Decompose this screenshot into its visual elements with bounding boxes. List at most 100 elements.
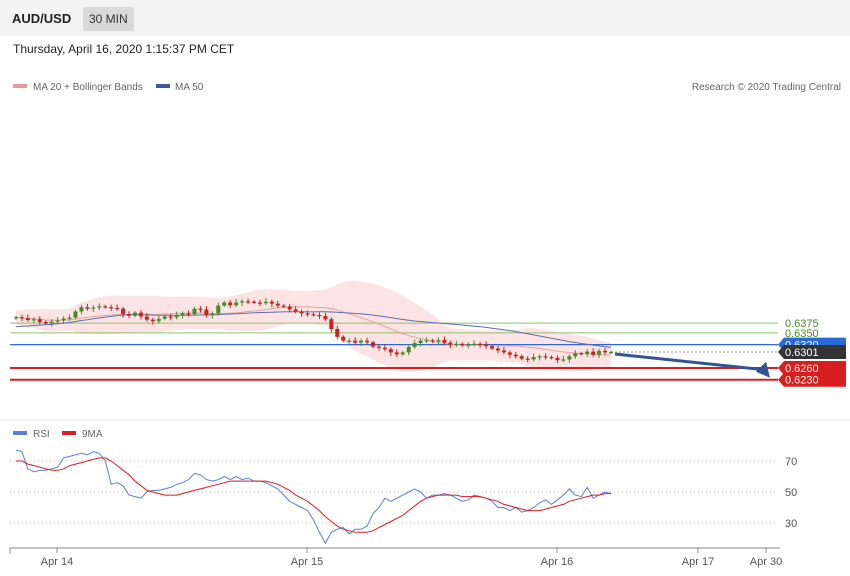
moving-averages <box>15 306 612 356</box>
ma50-line <box>15 311 612 348</box>
level-badge-current <box>778 345 846 360</box>
candle-body <box>359 340 364 343</box>
candle-body <box>561 359 566 361</box>
candle-body <box>299 311 304 314</box>
candle-body <box>406 346 411 353</box>
candle-body <box>579 353 584 355</box>
candle-body <box>49 321 54 324</box>
candle-body <box>252 301 256 303</box>
price-levels <box>10 322 778 381</box>
candle-body <box>466 344 471 346</box>
candle-body <box>442 339 447 343</box>
candle-body <box>388 349 393 353</box>
level-badge-support <box>778 372 846 387</box>
candle-body <box>55 320 60 322</box>
x-tick-label: Apr 14 <box>41 556 73 568</box>
forecast-arrow-head <box>756 361 770 378</box>
candle-body <box>156 318 161 322</box>
candle-body <box>591 351 596 355</box>
ma50-legend-swatch <box>156 84 170 88</box>
candle-body <box>555 357 560 361</box>
candle-body <box>281 305 286 307</box>
candle-body <box>61 318 66 321</box>
candle-body <box>460 343 465 346</box>
candle-body <box>25 318 30 321</box>
candle-body <box>180 313 185 315</box>
candle-body <box>293 309 298 312</box>
candle-body <box>115 307 120 310</box>
candle-body <box>138 312 143 317</box>
candle-body <box>121 308 126 315</box>
forecast-arrow-shaft <box>614 352 765 372</box>
candle-body <box>311 314 316 316</box>
ma20-legend-label: MA 20 + Bollinger Bands <box>33 82 143 93</box>
timestamp: Thursday, April 16, 2020 1:15:37 PM CET <box>13 42 235 56</box>
candle-body <box>531 357 536 360</box>
bollinger-band-fill <box>16 280 611 372</box>
rsi-level-label: 30 <box>785 518 797 530</box>
candle-body <box>543 356 548 358</box>
candle-body <box>329 319 334 329</box>
candle-body <box>382 347 387 350</box>
candle-body <box>234 302 239 306</box>
ma50-legend-label: MA 50 <box>175 82 204 93</box>
candle-body <box>204 309 209 316</box>
candle-body <box>371 342 375 347</box>
rsi-ma9-line <box>16 457 611 533</box>
candle-body <box>198 308 203 310</box>
candle-body <box>162 316 167 319</box>
x-tick-label: Apr 15 <box>291 556 323 568</box>
candle-body <box>14 317 18 319</box>
candle-body <box>31 319 36 321</box>
candle-body <box>246 301 251 303</box>
candle-body <box>519 356 524 359</box>
candle-body <box>394 352 399 355</box>
candle-body <box>67 317 72 319</box>
level-badge-support <box>778 361 846 375</box>
timeframe-button[interactable]: 30 MIN <box>83 7 134 31</box>
rsi-level-label: 70 <box>785 456 797 468</box>
candle-body <box>341 336 346 341</box>
candle-body <box>418 340 423 344</box>
rsi-ma-legend-label: 9MA <box>82 429 103 440</box>
candle-body <box>269 301 274 304</box>
title-bar: AUD/USD 30 MIN <box>0 0 850 36</box>
candle-body <box>317 314 322 317</box>
candle-body <box>454 343 459 346</box>
candle-body <box>513 354 518 357</box>
candle-body <box>275 303 280 306</box>
rsi-level-label: 50 <box>785 487 797 499</box>
bollinger-bands <box>16 280 611 372</box>
candle-body <box>537 356 542 358</box>
candle-body <box>609 352 613 354</box>
candle-body <box>484 344 489 347</box>
rsi-panel: 70 50 30 <box>10 449 797 545</box>
candle-body <box>549 357 554 359</box>
x-tick-label: Apr 16 <box>541 556 573 568</box>
candle-body <box>400 352 405 355</box>
candle-body <box>79 307 84 312</box>
rsi-legend-swatch <box>13 431 27 435</box>
candle-body <box>103 306 108 308</box>
ma20-line <box>15 306 612 356</box>
candle-body <box>424 340 429 342</box>
candle-body <box>495 348 500 351</box>
candle-body <box>127 314 132 316</box>
rsi-line <box>15 449 612 545</box>
candle-body <box>347 340 352 342</box>
level-value-label: 0.6260 <box>785 363 819 375</box>
candle-body <box>263 301 268 304</box>
candle-body <box>186 313 191 315</box>
candle-body <box>412 343 417 347</box>
level-value-label: 0.6375 <box>785 318 819 330</box>
level-value-label: 0.6350 <box>785 328 819 340</box>
candle-body <box>365 340 370 343</box>
candle-body <box>240 301 245 303</box>
candle-body <box>525 358 530 360</box>
forecast-arrow <box>614 352 770 378</box>
candle-body <box>323 316 328 320</box>
candle-body <box>228 302 233 306</box>
candle-body <box>448 342 453 345</box>
candle-body <box>603 350 608 353</box>
candle-body <box>109 307 114 309</box>
